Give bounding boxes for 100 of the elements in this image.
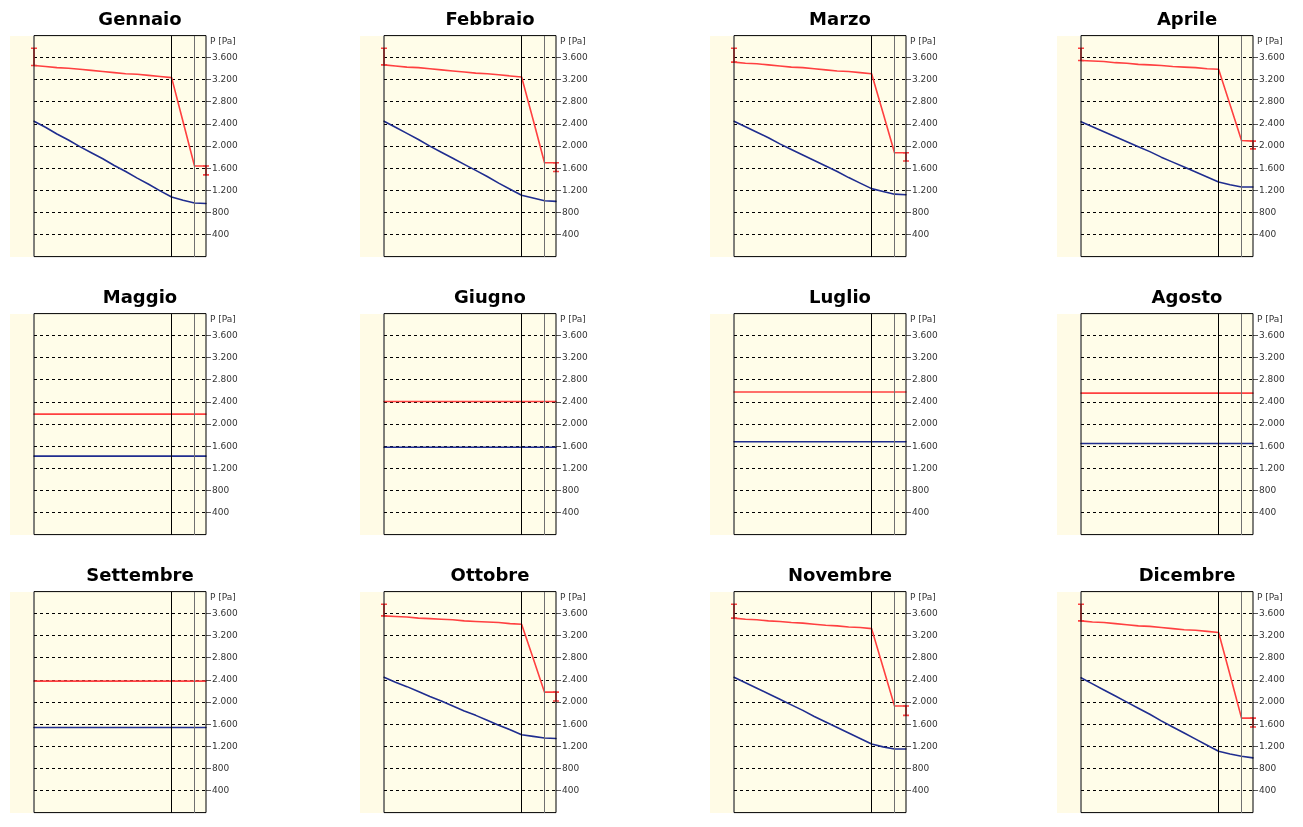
y-tick-label: 3.200 [912, 352, 939, 363]
y-tick-label: 1.600 [562, 440, 589, 451]
y-tick-label: 1.200 [212, 184, 239, 195]
y-axis-title: P [Pa] [210, 314, 236, 325]
y-tick-label: 2.400 [1259, 118, 1286, 129]
y-tick-label: 400 [1259, 228, 1277, 239]
y-tick-label: 3.200 [1259, 630, 1286, 641]
y-tick-label: 2.400 [912, 674, 939, 685]
y-tick-label: 2.400 [912, 396, 939, 407]
y-axis-title: P [Pa] [910, 314, 936, 325]
chart-title: Gennaio [98, 8, 182, 30]
y-tick-label: 2.800 [1259, 96, 1286, 107]
y-tick-label: 400 [912, 784, 930, 795]
y-tick-label: 2.400 [562, 396, 589, 407]
y-tick-label: 400 [212, 506, 230, 517]
y-axis-title: P [Pa] [910, 36, 936, 47]
y-tick-label: 3.200 [562, 630, 589, 641]
y-tick-label: 800 [562, 206, 580, 217]
y-tick-label: 3.600 [912, 52, 939, 63]
y-tick-label: 400 [212, 228, 230, 239]
y-tick-label: 2.400 [1259, 396, 1286, 407]
y-tick-label: 3.200 [562, 74, 589, 85]
y-tick-label: 1.600 [912, 440, 939, 451]
y-tick-label: 400 [562, 784, 580, 795]
y-tick-label: 2.800 [562, 374, 589, 385]
y-tick-label: 400 [1259, 784, 1277, 795]
y-tick-label: 1.200 [912, 740, 939, 751]
chart-title: Marzo [809, 8, 871, 30]
y-tick-label: 2.000 [912, 140, 939, 151]
y-tick-label: 3.600 [1259, 330, 1286, 341]
chart-title: Novembre [787, 564, 893, 586]
y-tick-label: 800 [912, 762, 930, 773]
y-tick-label: 1.600 [562, 162, 589, 173]
chart-title: Ottobre [450, 564, 530, 586]
y-tick-label: 400 [1259, 506, 1277, 517]
y-tick-label: 800 [562, 762, 580, 773]
y-tick-label: 3.200 [212, 352, 239, 363]
y-tick-label: 3.600 [212, 52, 239, 63]
y-tick-label: 1.600 [212, 440, 239, 451]
y-tick-label: 3.200 [1259, 352, 1286, 363]
y-tick-label: 2.400 [1259, 674, 1286, 685]
y-axis-title: P [Pa] [1257, 36, 1283, 47]
y-tick-label: 3.200 [562, 352, 589, 363]
y-tick-label: 2.000 [212, 140, 239, 151]
y-axis-title: P [Pa] [560, 592, 586, 603]
y-tick-label: 1.200 [562, 184, 589, 195]
y-tick-label: 2.000 [562, 696, 589, 707]
y-tick-label: 400 [562, 228, 580, 239]
y-tick-label: 3.600 [212, 608, 239, 619]
y-tick-label: 2.400 [212, 396, 239, 407]
y-tick-label: 3.600 [562, 608, 589, 619]
y-tick-label: 1.600 [1259, 162, 1286, 173]
y-tick-label: 1.600 [212, 718, 239, 729]
y-tick-label: 2.000 [212, 418, 239, 429]
y-tick-label: 800 [1259, 484, 1277, 495]
y-tick-label: 1.200 [1259, 462, 1286, 473]
chart-title: Giugno [454, 286, 526, 308]
y-axis-title: P [Pa] [210, 592, 236, 603]
y-tick-label: 2.800 [212, 96, 239, 107]
y-axis-title: P [Pa] [910, 592, 936, 603]
y-tick-label: 3.600 [1259, 608, 1286, 619]
y-axis-title: P [Pa] [1257, 592, 1283, 603]
y-tick-label: 3.200 [1259, 74, 1286, 85]
y-tick-label: 3.600 [912, 608, 939, 619]
y-tick-label: 800 [562, 484, 580, 495]
y-tick-label: 1.200 [212, 740, 239, 751]
y-tick-label: 3.200 [212, 630, 239, 641]
y-tick-label: 800 [912, 484, 930, 495]
chart-title: Dicembre [1138, 564, 1236, 586]
y-tick-label: 1.200 [912, 462, 939, 473]
y-tick-label: 2.400 [562, 118, 589, 129]
chart-title: Maggio [102, 286, 178, 308]
y-tick-label: 2.000 [1259, 696, 1286, 707]
y-tick-label: 3.600 [912, 330, 939, 341]
y-tick-label: 400 [562, 506, 580, 517]
y-tick-label: 1.600 [212, 162, 239, 173]
y-tick-label: 2.000 [1259, 418, 1286, 429]
y-tick-label: 1.600 [912, 162, 939, 173]
y-axis-title: P [Pa] [1257, 314, 1283, 325]
chart-title: Settembre [86, 564, 194, 586]
y-tick-label: 2.800 [212, 374, 239, 385]
y-tick-label: 1.600 [562, 718, 589, 729]
y-tick-label: 400 [912, 228, 930, 239]
chart-title: Agosto [1151, 286, 1223, 308]
y-tick-label: 2.800 [562, 96, 589, 107]
y-axis-title: P [Pa] [560, 314, 586, 325]
y-tick-label: 800 [912, 206, 930, 217]
y-tick-label: 2.000 [562, 418, 589, 429]
y-tick-label: 800 [212, 762, 230, 773]
y-tick-label: 1.200 [562, 462, 589, 473]
y-tick-label: 1.600 [912, 718, 939, 729]
chart-title: Aprile [1156, 8, 1218, 30]
y-tick-label: 800 [212, 206, 230, 217]
y-tick-label: 3.200 [912, 74, 939, 85]
chart-title: Luglio [809, 286, 871, 308]
y-tick-label: 2.800 [212, 652, 239, 663]
y-tick-label: 2.000 [912, 418, 939, 429]
y-tick-label: 3.200 [912, 630, 939, 641]
y-tick-label: 2.400 [912, 118, 939, 129]
y-tick-label: 1.200 [1259, 740, 1286, 751]
